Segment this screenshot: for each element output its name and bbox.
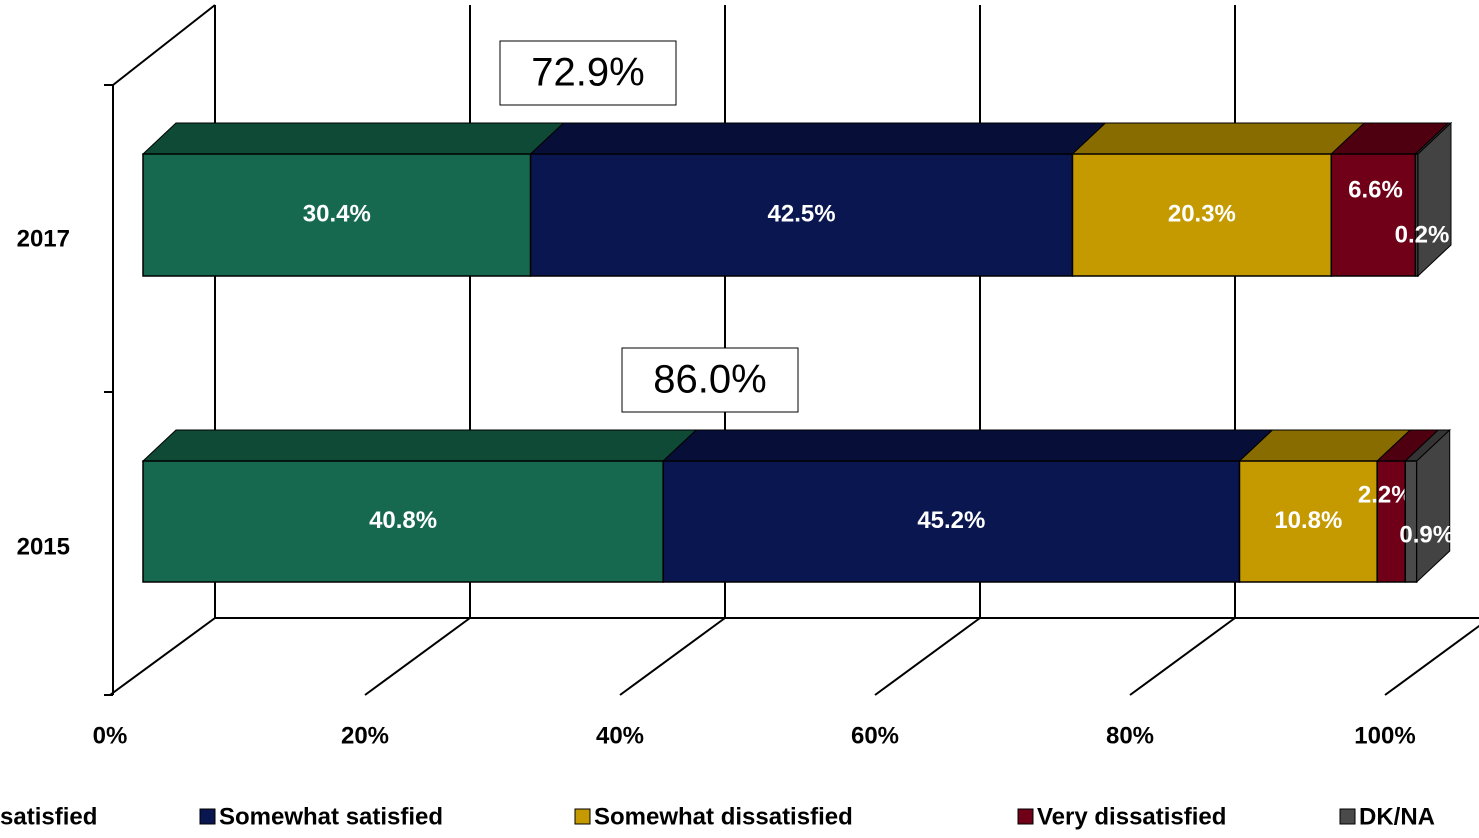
annotation: 72.9% <box>499 40 677 106</box>
floor-line <box>874 617 981 696</box>
value-label: 45.2% <box>917 507 985 534</box>
legend-swatch <box>1339 808 1356 825</box>
annotation-text: 86.0% <box>653 358 766 402</box>
bar <box>142 460 664 583</box>
floor-line <box>364 617 471 696</box>
bar <box>662 460 1241 583</box>
bar <box>1330 153 1417 277</box>
bar-top <box>141 429 698 462</box>
legend-label: satisfied <box>0 803 97 830</box>
value-label: 0.9% <box>1399 521 1454 548</box>
floor-line <box>1384 624 1479 696</box>
y-tick-label: 2015 <box>17 533 70 560</box>
bar-segment <box>1403 428 1451 584</box>
bar-side <box>1417 121 1452 278</box>
legend-label: DK/NA <box>1359 803 1435 830</box>
bar <box>1376 460 1406 583</box>
bar-segment <box>1375 429 1440 583</box>
floor-line <box>109 617 216 696</box>
value-label: 42.5% <box>768 200 836 227</box>
value-label: 40.8% <box>369 507 437 534</box>
annotation: 86.0% <box>621 347 799 413</box>
floor-line <box>619 617 726 696</box>
legend-item: Somewhat dissatisfied <box>574 803 853 830</box>
y-tick-label: 2017 <box>17 225 70 252</box>
bar-segment <box>1071 122 1366 277</box>
value-label: 0.2% <box>1395 221 1450 248</box>
x-tick-label: 80% <box>1106 722 1154 749</box>
annotation-text: 72.9% <box>531 51 644 95</box>
axes-frame <box>104 4 1479 696</box>
side-wall-edge <box>112 4 216 86</box>
bar-side <box>1416 428 1451 584</box>
legend-item: Very dissatisfied <box>1017 803 1226 830</box>
bar <box>529 153 1074 277</box>
legend-label: Somewhat satisfied <box>219 803 443 830</box>
x-tick-label: 40% <box>596 722 644 749</box>
value-label: 10.8% <box>1274 507 1342 534</box>
legend-label: Somewhat dissatisfied <box>594 803 853 830</box>
x-tick-label: 60% <box>851 722 899 749</box>
legend-swatch <box>199 808 216 825</box>
bar-top <box>529 122 1107 155</box>
legend-item: DK/NA <box>1339 803 1435 830</box>
bar-segment <box>661 429 1274 583</box>
x-tick-label: 20% <box>341 722 389 749</box>
value-label: 30.4% <box>303 200 371 227</box>
bar-segment <box>141 122 565 277</box>
legend-swatch <box>1017 808 1034 825</box>
bar <box>1238 460 1378 583</box>
bar-segment <box>1330 122 1450 277</box>
x-tick-label: 0% <box>93 722 128 749</box>
legend-swatch <box>574 808 591 825</box>
bar-top <box>1071 122 1366 155</box>
bar-segment <box>529 122 1107 277</box>
bar <box>1071 153 1333 277</box>
legend-label: Very dissatisfied <box>1037 803 1226 830</box>
value-label: 6.6% <box>1348 176 1403 203</box>
legend-item: Somewhat satisfied <box>199 803 443 830</box>
x-tick-label: 100% <box>1354 722 1415 749</box>
bar <box>142 153 532 277</box>
value-label: 2.2% <box>1358 481 1413 508</box>
value-label: 20.3% <box>1168 200 1236 227</box>
bar-segment <box>141 429 698 583</box>
annotation-box <box>499 40 677 106</box>
bar-segment <box>1414 121 1453 278</box>
annotation-box <box>621 347 799 413</box>
bar-segment <box>1238 429 1412 583</box>
bar-top <box>661 429 1274 462</box>
bar-top <box>141 122 565 155</box>
legend-item: satisfied <box>0 803 97 830</box>
floor-line <box>1129 617 1236 696</box>
